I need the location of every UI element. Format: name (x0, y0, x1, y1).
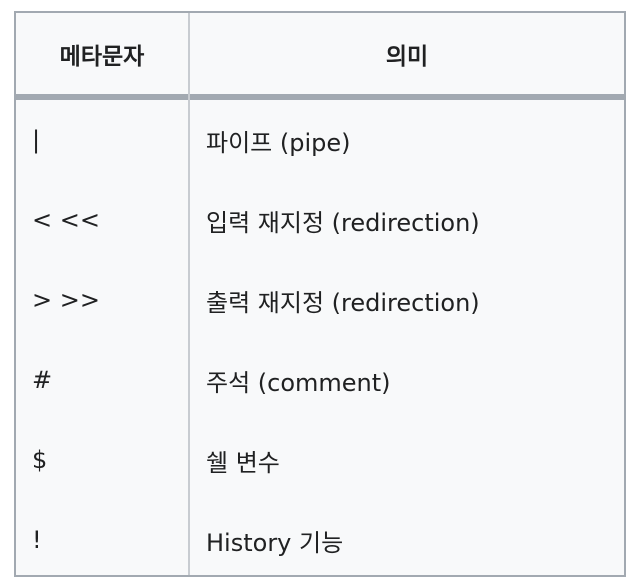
meaning-cell: History 기능 (206, 528, 344, 557)
table-row: > >> 출력 재지정 (redirection) (16, 260, 624, 340)
meaning-cell: 주석 (comment) (206, 368, 391, 397)
metachar-cell: $ (32, 446, 48, 474)
metachar-cell: ! (32, 526, 42, 554)
meaning-cell: 쉘 변수 (206, 448, 280, 477)
table-row: | 파이프 (pipe) (16, 100, 624, 180)
metachar-cell: > >> (32, 286, 100, 314)
metachar-table: 메타문자 의미 | 파이프 (pipe) < << 입력 재지정 (redire… (14, 11, 626, 577)
metachar-cell: < << (32, 206, 100, 234)
header-metachar: 메타문자 (59, 43, 145, 70)
metachar-cell: # (32, 366, 53, 394)
header-meaning: 의미 (385, 43, 429, 70)
meaning-cell: 입력 재지정 (redirection) (206, 208, 480, 237)
column-divider (188, 13, 190, 575)
table-row: < << 입력 재지정 (redirection) (16, 180, 624, 260)
meaning-cell: 출력 재지정 (redirection) (206, 288, 480, 317)
table-row: # 주석 (comment) (16, 340, 624, 420)
table-header-row: 메타문자 의미 (16, 13, 624, 94)
header-divider (16, 94, 624, 100)
table-body: | 파이프 (pipe) < << 입력 재지정 (redirection) >… (16, 100, 624, 580)
table-row: $ 쉘 변수 (16, 420, 624, 500)
meaning-cell: 파이프 (pipe) (206, 128, 351, 157)
metachar-cell: | (32, 126, 41, 154)
table-row: ! History 기능 (16, 500, 624, 580)
